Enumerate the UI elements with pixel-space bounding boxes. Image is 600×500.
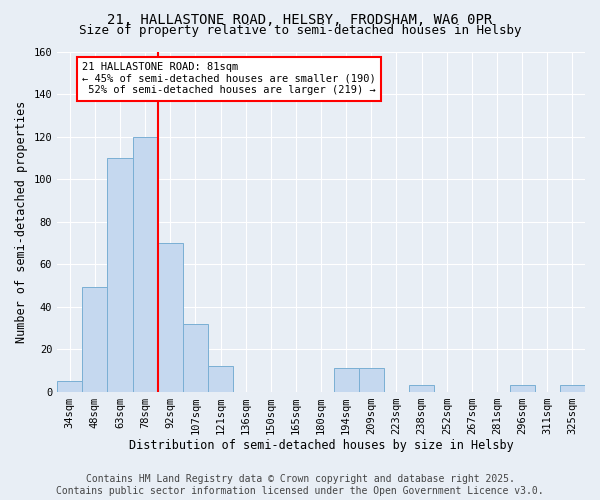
Bar	[107, 158, 133, 392]
Bar	[158, 243, 183, 392]
X-axis label: Distribution of semi-detached houses by size in Helsby: Distribution of semi-detached houses by …	[129, 440, 514, 452]
Y-axis label: Number of semi-detached properties: Number of semi-detached properties	[15, 100, 28, 342]
Bar	[133, 136, 158, 392]
Bar	[183, 324, 208, 392]
Bar	[57, 381, 82, 392]
Bar	[82, 288, 107, 392]
Text: 21, HALLASTONE ROAD, HELSBY, FRODSHAM, WA6 0PR: 21, HALLASTONE ROAD, HELSBY, FRODSHAM, W…	[107, 12, 493, 26]
Text: Size of property relative to semi-detached houses in Helsby: Size of property relative to semi-detach…	[79, 24, 521, 37]
Text: 21 HALLASTONE ROAD: 81sqm
← 45% of semi-detached houses are smaller (190)
 52% o: 21 HALLASTONE ROAD: 81sqm ← 45% of semi-…	[82, 62, 376, 96]
Bar	[409, 385, 434, 392]
Bar	[208, 366, 233, 392]
Text: Contains HM Land Registry data © Crown copyright and database right 2025.
Contai: Contains HM Land Registry data © Crown c…	[56, 474, 544, 496]
Bar	[334, 368, 359, 392]
Bar	[359, 368, 384, 392]
Bar	[509, 385, 535, 392]
Bar	[560, 385, 585, 392]
